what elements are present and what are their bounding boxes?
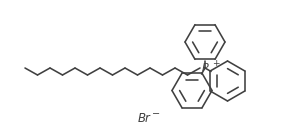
Text: P: P xyxy=(202,63,208,73)
Text: −: − xyxy=(152,109,160,119)
Text: Br: Br xyxy=(138,112,151,124)
Text: +: + xyxy=(212,60,220,69)
